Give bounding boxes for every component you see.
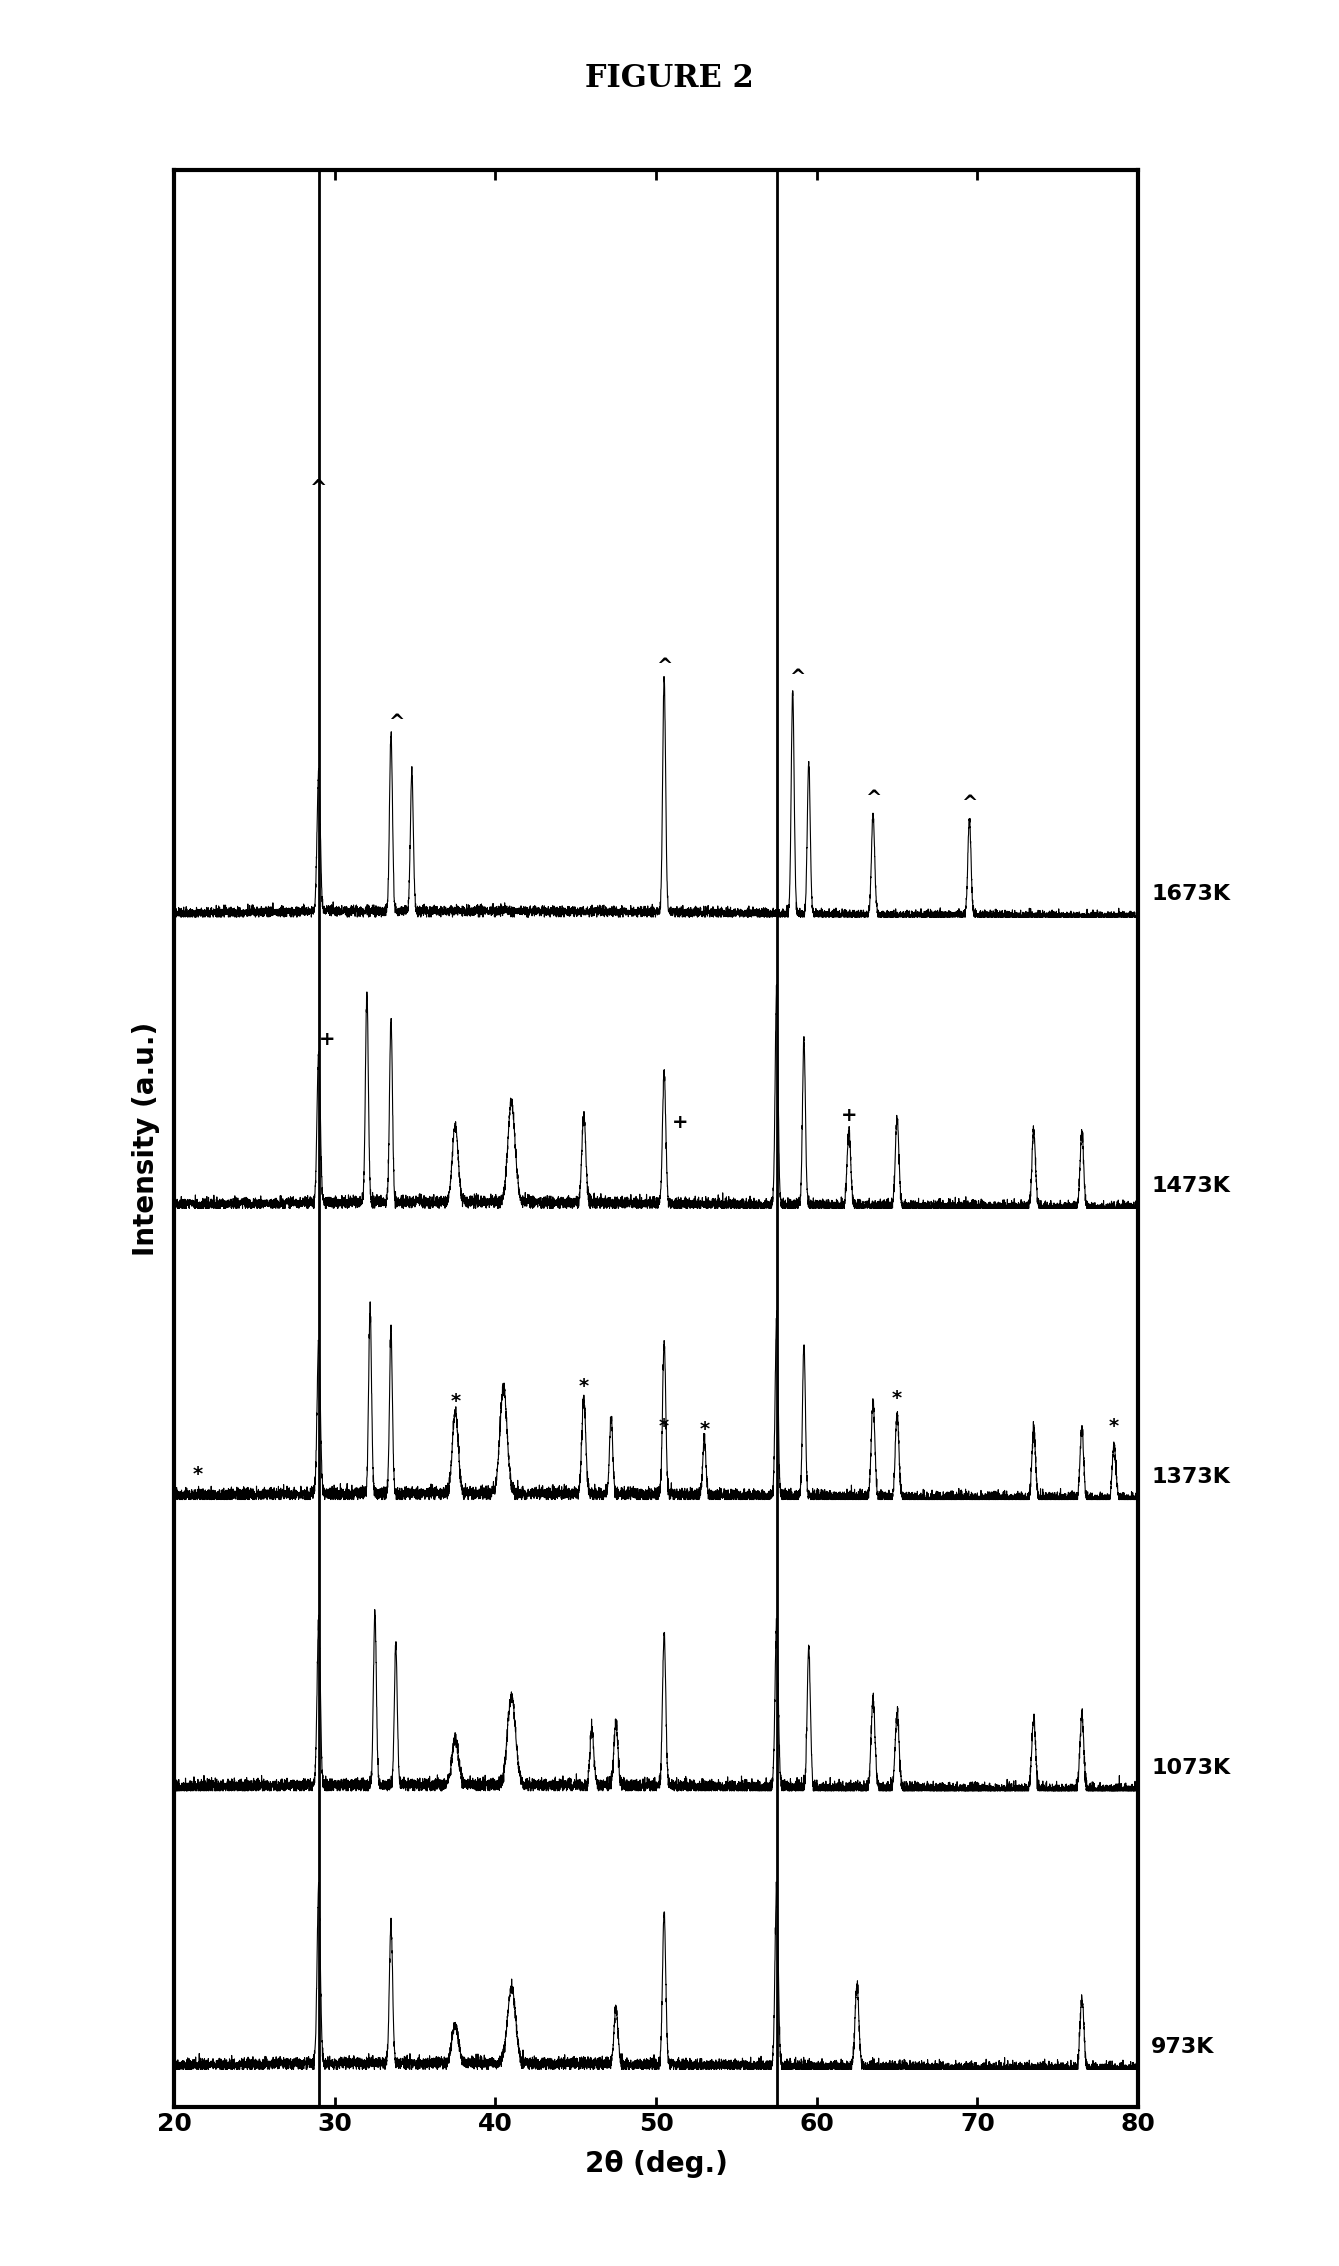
Text: *: * <box>659 1416 670 1437</box>
Text: 1473K: 1473K <box>1152 1176 1231 1196</box>
Text: *: * <box>450 1391 461 1412</box>
Text: *: * <box>699 1421 710 1439</box>
Text: *: * <box>892 1389 902 1409</box>
Text: 1373K: 1373K <box>1152 1466 1231 1486</box>
Text: +: + <box>319 1029 335 1049</box>
Text: ^: ^ <box>656 657 672 678</box>
Text: ^: ^ <box>789 668 806 687</box>
Text: ^: ^ <box>387 714 404 732</box>
Text: 1673K: 1673K <box>1152 884 1231 904</box>
Text: 1073K: 1073K <box>1152 1758 1231 1779</box>
Text: *: * <box>1109 1416 1119 1437</box>
Text: ^: ^ <box>865 789 881 809</box>
Y-axis label: Intensity (a.u.): Intensity (a.u.) <box>133 1022 161 1255</box>
Text: *: * <box>193 1466 204 1484</box>
Text: ^: ^ <box>961 793 977 813</box>
Text: *: * <box>578 1378 589 1396</box>
Text: +: + <box>841 1106 857 1124</box>
Text: ^: ^ <box>309 478 328 499</box>
X-axis label: 2θ (deg.): 2θ (deg.) <box>585 2150 727 2178</box>
Text: FIGURE 2: FIGURE 2 <box>585 63 754 95</box>
Text: 973K: 973K <box>1152 2037 1214 2058</box>
Text: +: + <box>672 1113 688 1133</box>
